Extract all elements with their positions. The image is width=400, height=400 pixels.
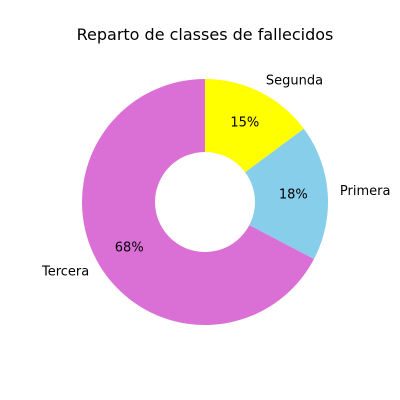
slice-label-segunda: Segunda <box>266 74 323 89</box>
slice-label-tercera: Tercera <box>41 265 89 280</box>
slice-percent-primera: 18% <box>279 188 308 203</box>
slice-percent-segunda: 15% <box>230 115 259 130</box>
slice-label-primera: Primera <box>340 184 391 199</box>
slice-percent-tercera: 68% <box>115 240 144 255</box>
chart-title: Reparto de classes de fallecidos <box>77 25 334 44</box>
labels-group: Segunda 15% Primera 18% Tercera 68% <box>41 74 390 280</box>
donut-hole <box>155 152 255 252</box>
pie-slice-primera <box>205 128 328 260</box>
